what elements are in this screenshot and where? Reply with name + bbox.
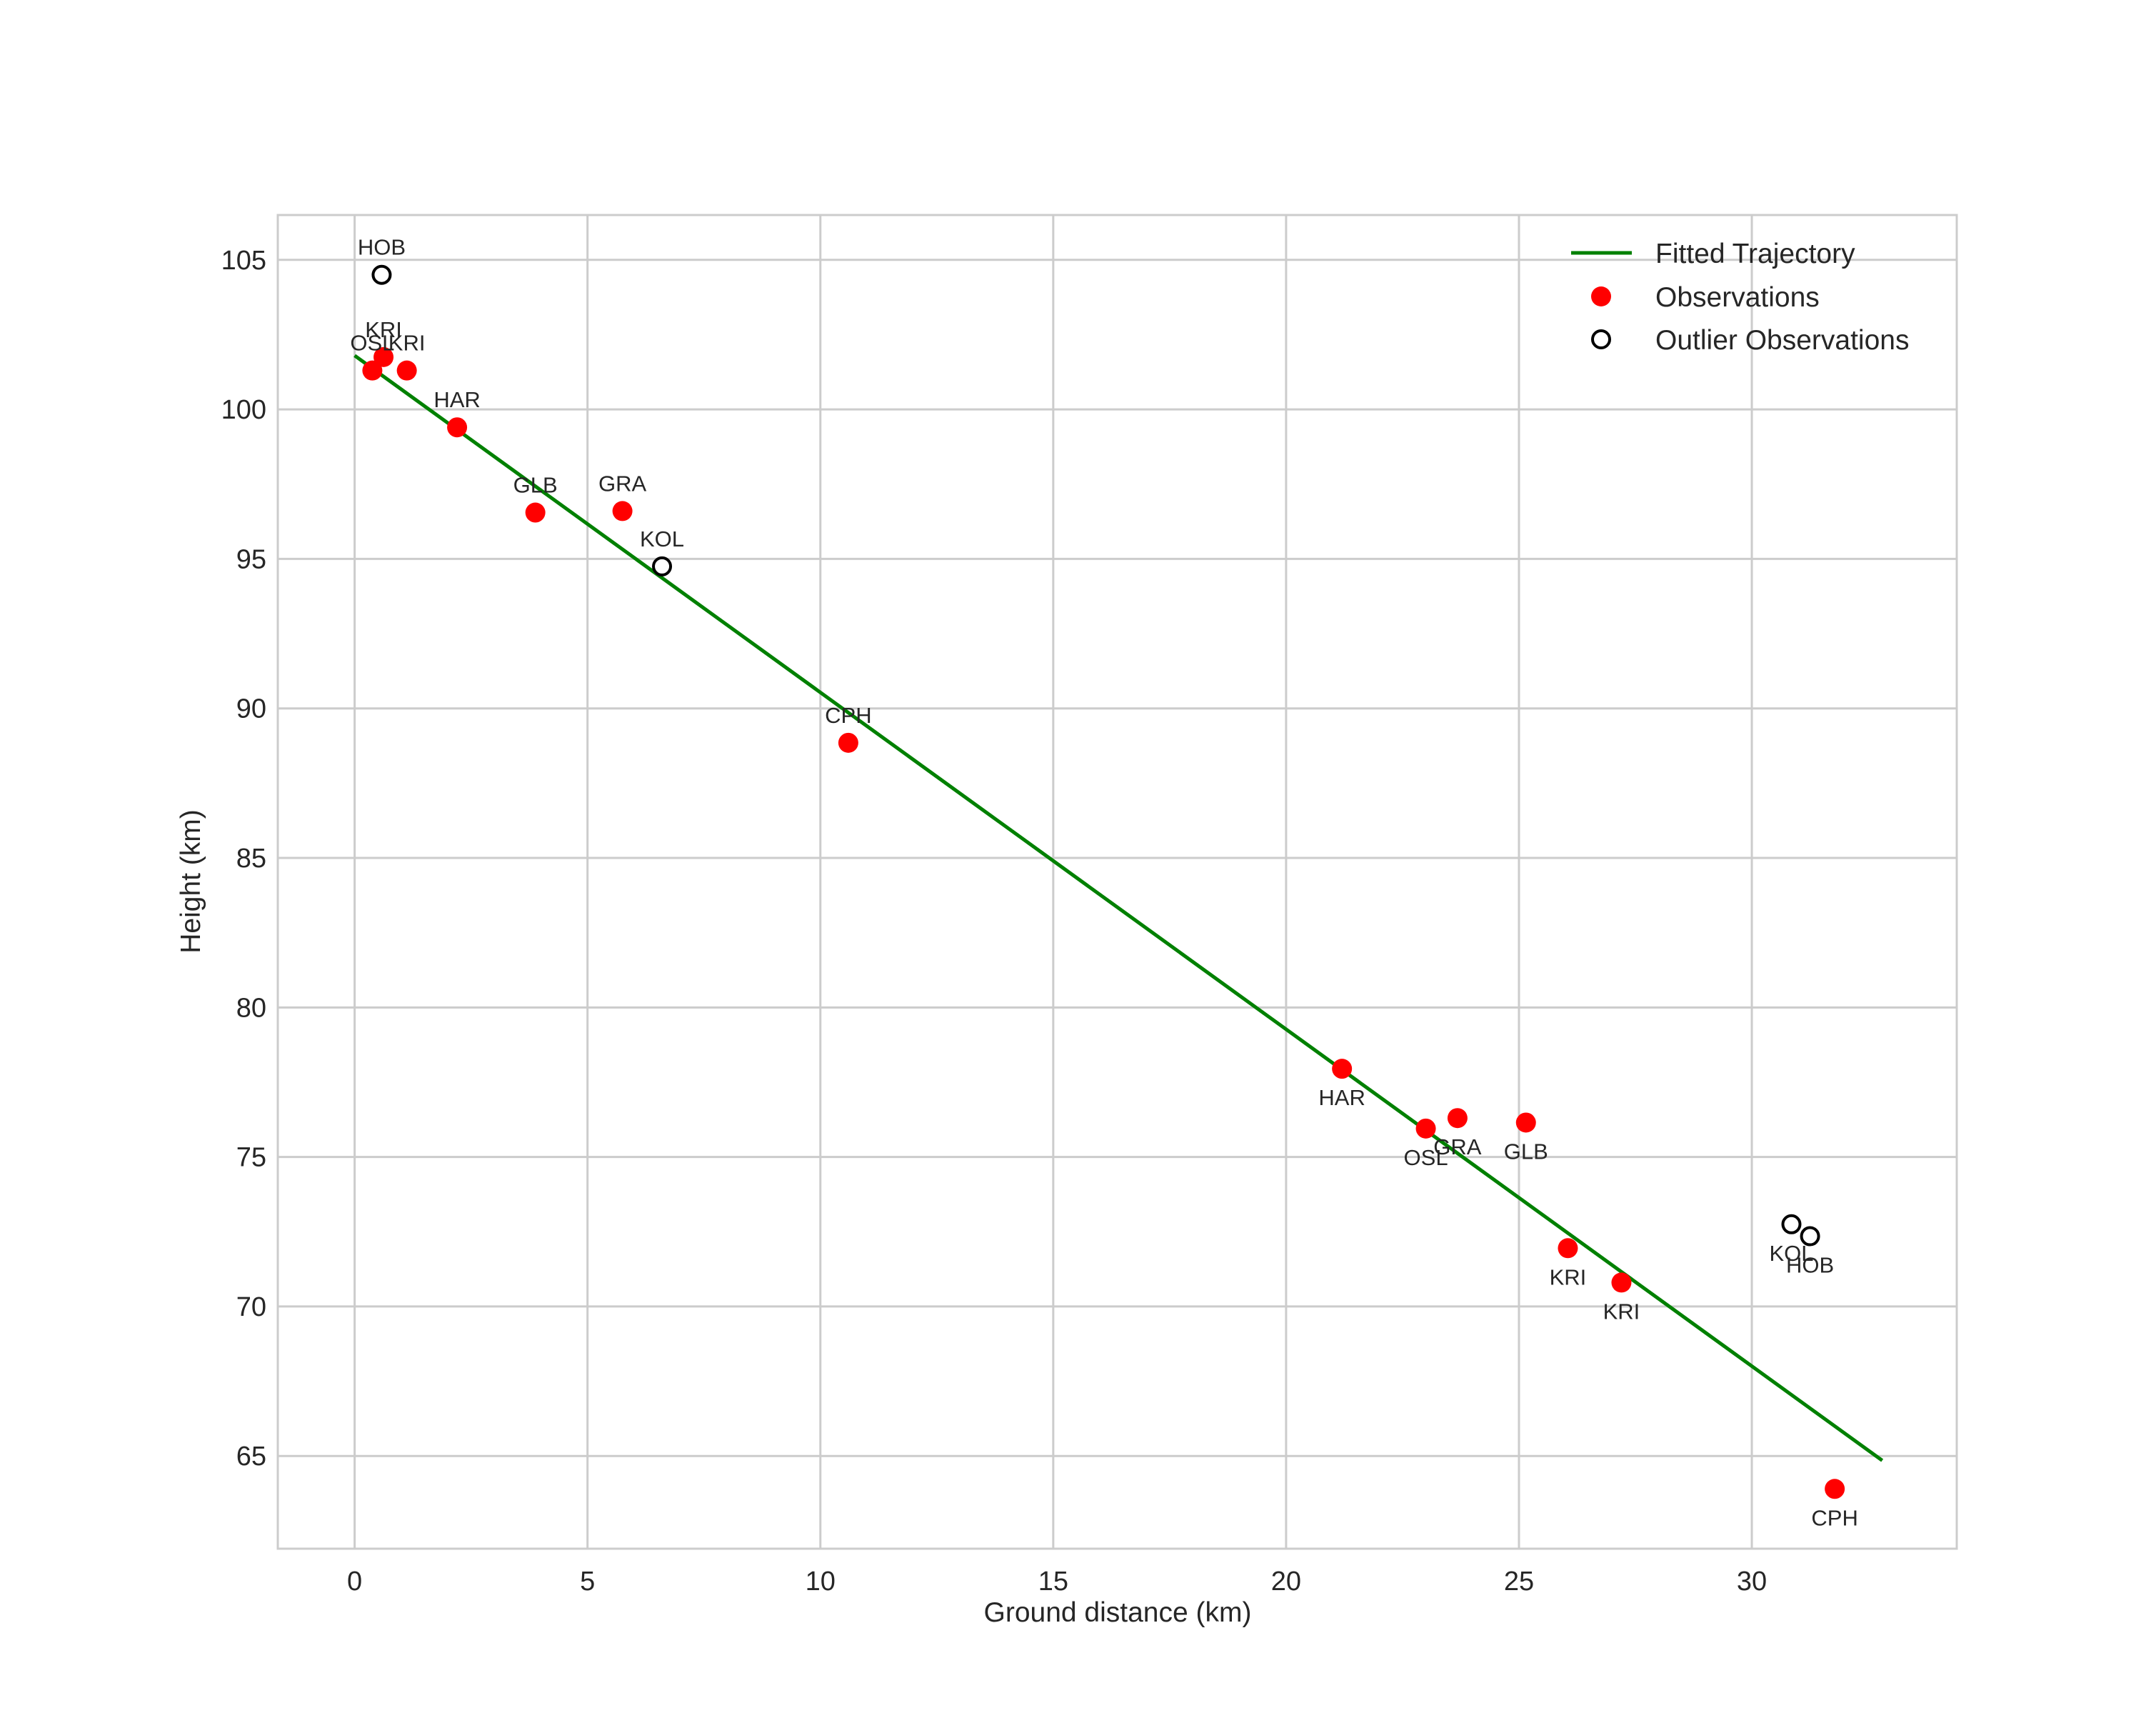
observation-marker [1415,1118,1436,1139]
point-label: OSL [1404,1145,1448,1170]
observation-marker [373,346,394,367]
outlier-marker [1800,1226,1820,1247]
point-label: KRI [388,331,426,356]
grid [278,215,1957,1549]
point-label: KRI [365,317,402,342]
y-tick-label: 90 [236,694,266,724]
point-label: HAR [433,387,480,412]
y-tick-label: 80 [236,993,266,1023]
y-axis-title: Height (km) [176,809,206,954]
observation-marker [1515,1112,1536,1133]
observation-marker [1447,1108,1468,1129]
point-label: GRA [1433,1134,1482,1159]
x-tick-label: 15 [1038,1567,1068,1597]
point-label: GRA [598,471,647,496]
observation-marker [447,417,468,438]
point-label: CPH [1811,1505,1857,1530]
point-label: KRI [1603,1299,1640,1324]
point-label: HOB [358,235,406,260]
observation-marker [1611,1272,1632,1293]
y-tick-label: 65 [236,1442,266,1472]
y-tick-label: 75 [236,1143,266,1173]
point-label: KOL [1769,1241,1813,1266]
legend-observation-label: Observations [1655,282,1820,313]
point-label: HAR [1318,1085,1365,1110]
x-tick-label: 10 [806,1567,836,1597]
observation-marker [612,501,633,521]
x-tick-label: 20 [1271,1567,1301,1597]
point-label: HOB [1786,1253,1834,1278]
legend-outlier-swatch [1591,329,1611,349]
y-tick-label: 95 [236,544,266,574]
y-tick-label: 70 [236,1292,266,1322]
observation-marker [525,502,546,523]
point-label: KOL [640,526,684,551]
point-label: KRI [1550,1264,1587,1289]
marker-layer [362,264,1845,1499]
x-tick-labels: 0 5 10 15 20 25 30 [347,1567,1767,1597]
legend-observation-swatch [1591,286,1611,306]
y-tick-label: 85 [236,844,266,874]
point-label: GLB [513,473,558,498]
point-label: CPH [825,703,871,728]
legend: Fitted Trajectory Observations Outlier O… [1571,239,1909,356]
point-label: OSL [350,331,394,356]
outlier-marker [652,556,673,576]
observation-marker [1558,1238,1578,1259]
x-tick-label: 30 [1737,1567,1767,1597]
x-tick-label: 25 [1504,1567,1534,1597]
observation-marker [838,732,858,753]
observation-marker [396,360,417,381]
observation-marker [362,360,383,381]
point-label: GLB [1504,1139,1548,1164]
legend-outlier-label: Outlier Observations [1655,325,1909,356]
plot-frame [276,214,1958,1550]
outlier-marker [1781,1214,1802,1234]
y-tick-label: 105 [221,246,266,276]
legend-trajectory-label: Fitted Trajectory [1655,239,1855,269]
outlier-marker [371,264,392,285]
x-axis-title: Ground distance (km) [984,1597,1252,1628]
observation-marker [1825,1479,1845,1499]
y-tick-label: 100 [221,395,266,425]
y-tick-labels: 65 70 75 80 85 90 95 100 105 [221,246,266,1472]
x-tick-label: 5 [580,1567,595,1597]
plot-area [278,215,1957,1549]
x-tick-label: 0 [347,1567,362,1597]
observation-marker [1332,1059,1353,1079]
